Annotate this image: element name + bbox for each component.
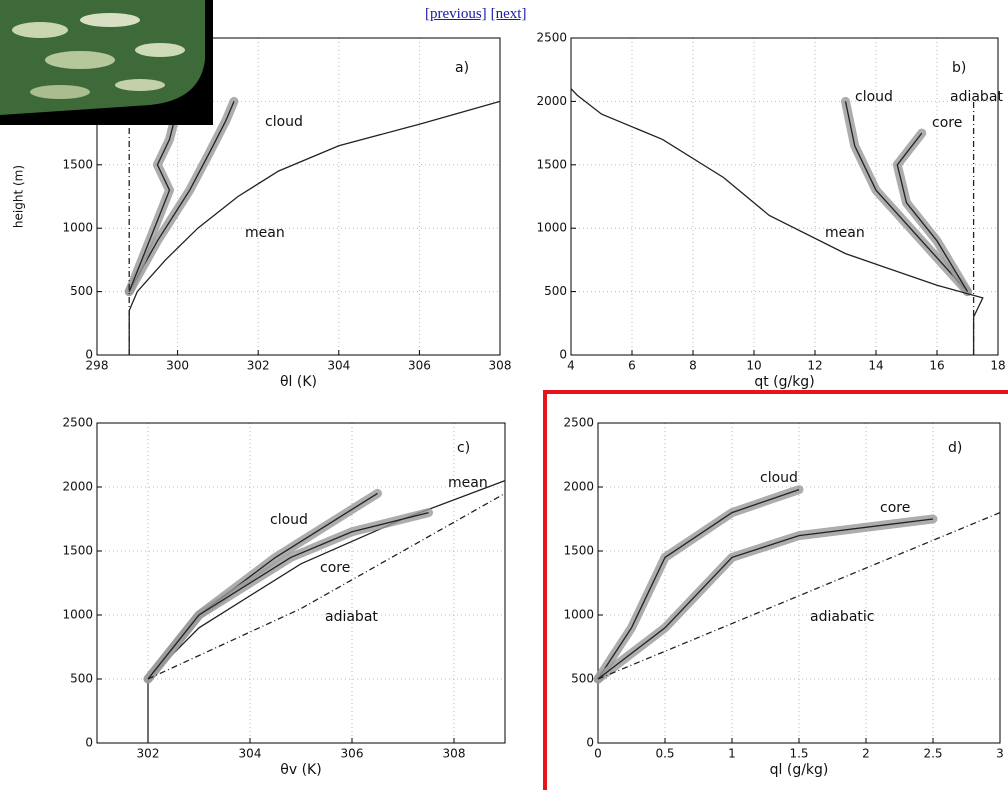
plot-frame [570, 37, 999, 356]
line [570, 88, 984, 355]
curve-label: adiabat [325, 609, 378, 625]
y-tick-label: 1500 [62, 157, 93, 171]
y-tick-label: 1500 [536, 157, 567, 171]
x-tick-label: 306 [341, 747, 364, 761]
y-tick-label: 0 [559, 348, 567, 362]
y-tick-label: 500 [544, 284, 567, 298]
x-tick-label: 304 [327, 359, 350, 373]
x-tick-label: 12 [807, 359, 822, 373]
x-tick-label: 306 [408, 359, 431, 373]
plot-frame [96, 422, 506, 744]
panel-label: c) [457, 440, 470, 456]
x-tick-label: 6 [628, 359, 636, 373]
panel-label: d) [948, 440, 962, 456]
curve-label: mean [448, 475, 488, 491]
x-tick-label: 300 [166, 359, 189, 373]
y-tick-label: 0 [85, 348, 93, 362]
y-axis-label: height (m) [12, 165, 26, 228]
x-tick-label: 18 [990, 359, 1005, 373]
curve-label: cloud [760, 470, 798, 486]
x-tick-label: 8 [689, 359, 697, 373]
y-tick-label: 2000 [62, 94, 93, 108]
line-band [892, 128, 972, 297]
curve-label: mean [245, 225, 285, 241]
x-tick-label: 1.5 [789, 747, 808, 761]
panel: 298 300 302 304 306 308 0 500 1000 1500 2000 θl (K)… [12, 37, 512, 390]
next-link[interactable]: [next] [490, 6, 527, 22]
panel: 0 0.5 1 1.5 2 2.5 3 0 500 1000 1500 2000 2500 ql (g/k… [563, 416, 1003, 779]
curve-label: adiabat [950, 89, 1003, 105]
y-tick-label: 2500 [536, 31, 567, 45]
y-tick-label: 1000 [62, 608, 93, 622]
y-tick-label: 500 [70, 672, 93, 686]
y-tick-label: 2500 [62, 416, 93, 430]
plot-frame [96, 37, 501, 356]
x-tick-label: 3 [996, 747, 1004, 761]
y-tick-label: 0 [85, 736, 93, 750]
x-tick-label: 302 [247, 359, 270, 373]
y-tick-label: 0 [586, 736, 594, 750]
panel: 4 6 8 10 12 14 16 18 0 500 1000 1500 2000 2500 qt (g/k… [536, 31, 1005, 391]
y-tick-label: 500 [70, 284, 93, 298]
line [147, 492, 378, 680]
curve-label: core [880, 500, 910, 516]
y-tick-label: 1000 [563, 608, 594, 622]
curve-label: mean [825, 225, 865, 241]
line [128, 100, 501, 355]
x-tick-label: 10 [746, 359, 761, 373]
curve-label: cloud [265, 114, 303, 130]
curve-label: cloud [855, 89, 893, 105]
x-tick-label: 308 [443, 747, 466, 761]
curve-label: core [932, 115, 962, 131]
x-axis-label: θv (K) [280, 762, 321, 778]
x-tick-label: 302 [137, 747, 160, 761]
x-tick-label: 2 [862, 747, 870, 761]
y-tick-label: 1500 [563, 544, 594, 558]
line-band [143, 488, 382, 684]
line [844, 101, 968, 293]
line-band [143, 508, 433, 684]
nav: [previous] [next] [425, 6, 530, 23]
x-axis-label: θl (K) [280, 374, 317, 390]
panel-label: a) [455, 60, 469, 76]
curve-label: cloud [270, 512, 308, 528]
x-tick-label: 0 [594, 747, 602, 761]
x-axis-label: qt (g/kg) [754, 374, 814, 390]
previous-link[interactable]: [previous] [425, 6, 487, 22]
y-tick-label: 2000 [536, 94, 567, 108]
x-tick-label: 1 [728, 747, 736, 761]
line [128, 107, 179, 292]
panel-label: b) [952, 60, 966, 76]
y-tick-label: 2000 [62, 480, 93, 494]
y-tick-label: 2500 [563, 416, 594, 430]
x-tick-label: 16 [929, 359, 944, 373]
x-tick-label: 0.5 [655, 747, 674, 761]
x-tick-label: 4 [567, 359, 575, 373]
curve-label: core [320, 560, 350, 576]
line [147, 511, 429, 680]
line [896, 132, 969, 292]
x-tick-label: 304 [239, 747, 262, 761]
y-tick-label: 500 [571, 672, 594, 686]
x-tick-label: 308 [489, 359, 512, 373]
curve-label: adiabatic [810, 609, 874, 625]
y-tick-label: 1500 [62, 544, 93, 558]
line [128, 101, 235, 292]
panel: 302 304 306 308 0 500 1000 1500 2000 2500 θv (K) c)… [62, 416, 506, 778]
line [147, 492, 506, 680]
y-tick-label: 1000 [536, 221, 567, 235]
y-tick-label: 1000 [62, 221, 93, 235]
x-tick-label: 298 [86, 359, 109, 373]
x-tick-label: 14 [868, 359, 883, 373]
y-tick-label: 2000 [563, 480, 594, 494]
x-tick-label: 2.5 [923, 747, 942, 761]
x-axis-label: ql (g/kg) [770, 762, 829, 778]
